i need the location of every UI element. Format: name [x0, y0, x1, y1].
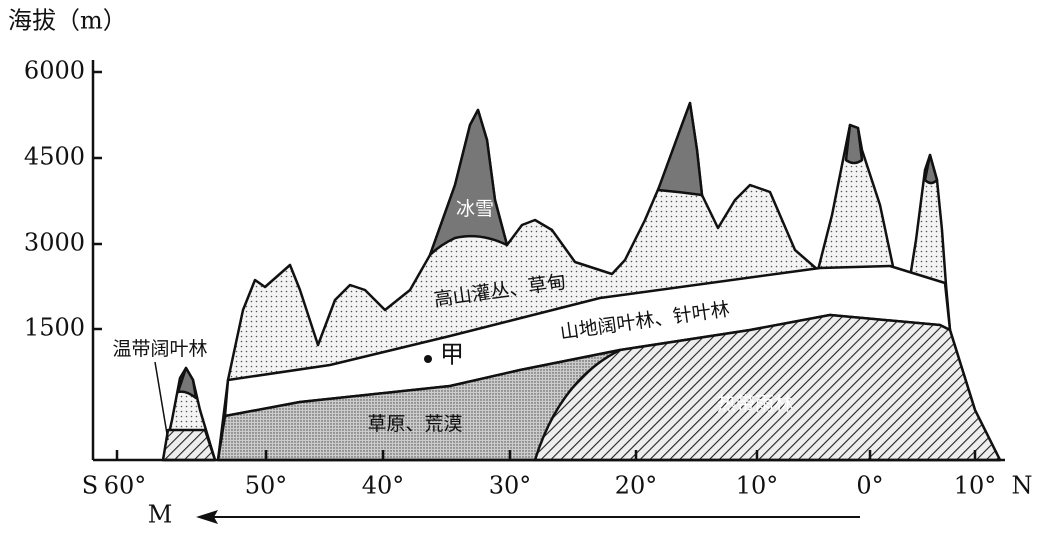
temperate-label: 温带阔叶林: [112, 338, 207, 360]
x-tick-label: 50°: [245, 472, 288, 500]
y-tick-label: 1500: [24, 314, 85, 342]
snow-2: [656, 101, 704, 197]
y-tick-label: 6000: [24, 57, 85, 85]
x-tick-label: 10°: [954, 472, 997, 500]
x-tick-label: 40°: [362, 472, 405, 500]
x-tick-label: 10°: [736, 472, 779, 500]
snow-1: [428, 108, 509, 257]
small-peak-base: [161, 428, 217, 462]
snow-3: [844, 123, 864, 165]
arrow-label: M: [148, 501, 173, 529]
y-axis-label: 海拔（m）: [8, 7, 127, 35]
steppe-label: 草原、荒漠: [367, 413, 462, 435]
y-tick-label: 3000: [24, 229, 85, 257]
axes: [91, 60, 1005, 462]
terrain: [161, 101, 1002, 462]
arrow-head: [196, 510, 218, 524]
leader-line: [154, 361, 169, 441]
rainforest-label: 热带雨林: [717, 393, 793, 415]
x-axis-end: N: [1012, 472, 1033, 500]
x-tick-label: 0°: [856, 472, 883, 500]
x-axis-start: S: [82, 472, 98, 500]
rainforest: [533, 313, 1002, 462]
small-peak-snow: [176, 366, 198, 400]
point-dot: [424, 355, 432, 363]
x-tick-label: 60°: [104, 472, 147, 500]
x-tick-label: 20°: [615, 472, 658, 500]
snow-4: [923, 153, 939, 185]
snow-label: 冰雪: [456, 198, 494, 220]
point-label: 甲: [440, 341, 464, 369]
x-tick-label: 30°: [489, 472, 532, 500]
y-tick-label: 4500: [24, 143, 85, 171]
